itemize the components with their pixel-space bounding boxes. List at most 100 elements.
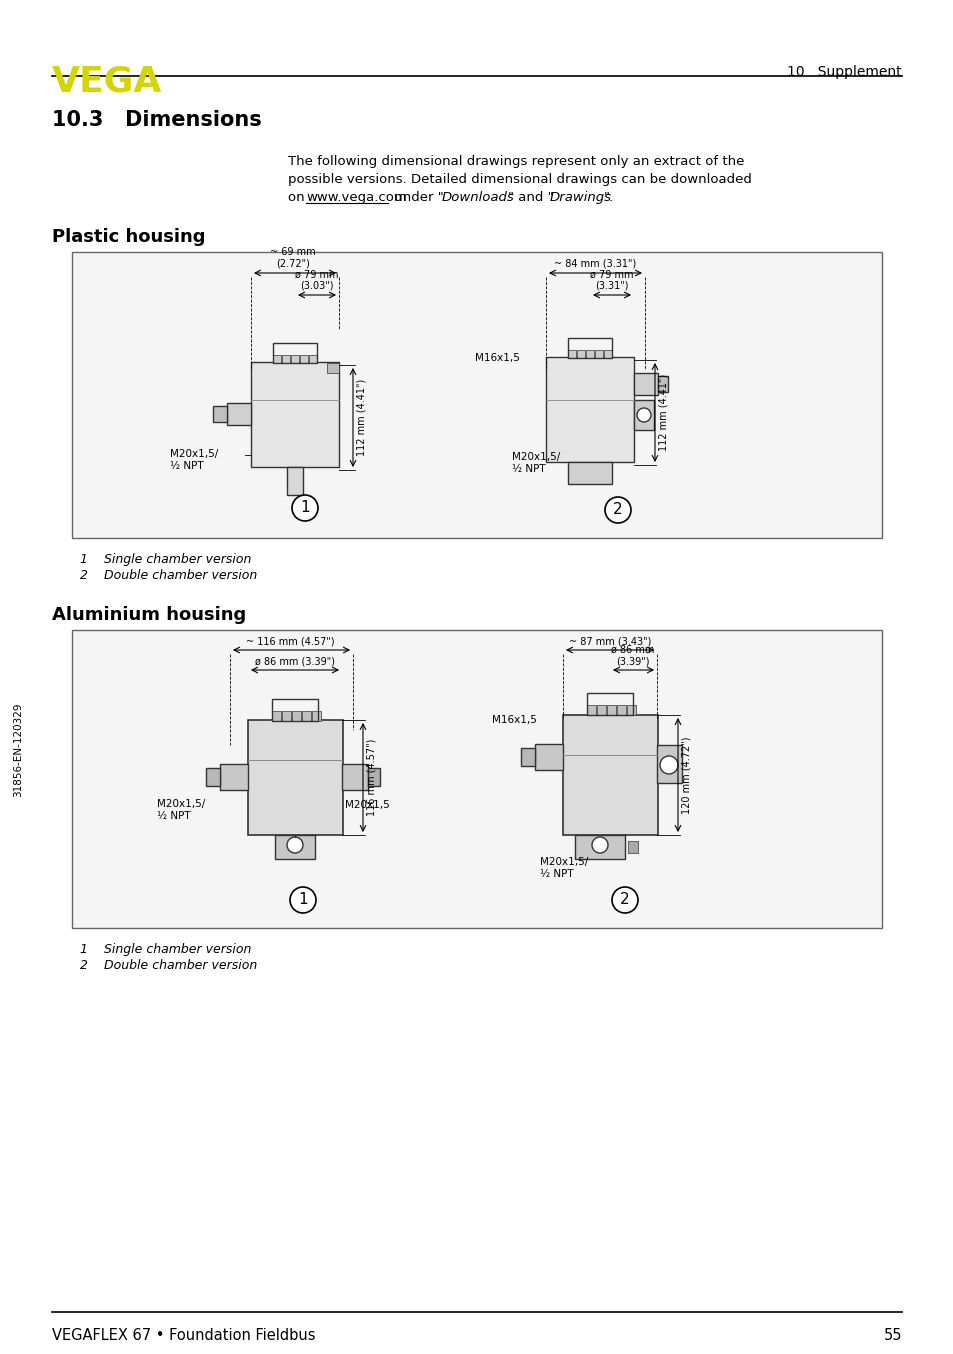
Circle shape xyxy=(604,497,630,523)
Bar xyxy=(341,764,368,789)
Text: www.vega.com: www.vega.com xyxy=(306,191,406,204)
Bar xyxy=(567,349,576,357)
Bar xyxy=(292,711,301,720)
Bar xyxy=(595,349,602,357)
Circle shape xyxy=(592,837,607,853)
Text: ~ 69 mm
(2.72"): ~ 69 mm (2.72") xyxy=(270,248,315,269)
Bar xyxy=(567,462,612,483)
Text: on: on xyxy=(288,191,309,204)
Bar xyxy=(657,745,681,783)
Bar xyxy=(272,711,281,720)
Bar xyxy=(227,403,251,425)
Bar xyxy=(597,705,605,715)
Text: 1: 1 xyxy=(300,501,310,516)
Bar xyxy=(213,406,227,422)
Text: 120 mm (4.72"): 120 mm (4.72") xyxy=(681,737,691,814)
Bar xyxy=(71,630,882,927)
Bar xyxy=(299,355,308,363)
Bar xyxy=(302,711,311,720)
Bar xyxy=(291,355,298,363)
Bar xyxy=(627,841,638,853)
Bar xyxy=(282,711,291,720)
Bar xyxy=(251,362,338,467)
Text: Aluminium housing: Aluminium housing xyxy=(52,607,246,624)
Bar xyxy=(312,711,320,720)
Text: 55: 55 xyxy=(882,1328,901,1343)
Text: 112 mm (4.41"): 112 mm (4.41") xyxy=(659,374,668,451)
Text: 112 mm (4.41"): 112 mm (4.41") xyxy=(356,378,367,456)
Bar xyxy=(282,355,290,363)
Text: M20x1,5/
½ NPT: M20x1,5/ ½ NPT xyxy=(170,450,218,471)
Text: M20x1,5: M20x1,5 xyxy=(345,800,390,810)
Text: M16x1,5: M16x1,5 xyxy=(475,353,519,363)
Text: 1    Single chamber version: 1 Single chamber version xyxy=(80,552,251,566)
Text: ø 79 mm
(3.03"): ø 79 mm (3.03") xyxy=(294,269,338,291)
Bar xyxy=(603,349,612,357)
Bar xyxy=(545,357,634,462)
Circle shape xyxy=(287,837,303,853)
Bar xyxy=(634,399,654,431)
Text: M16x1,5: M16x1,5 xyxy=(492,715,537,724)
Text: possible versions. Detailed dimensional drawings can be downloaded: possible versions. Detailed dimensional … xyxy=(288,173,751,185)
Bar xyxy=(577,349,584,357)
Bar xyxy=(309,355,316,363)
Bar xyxy=(273,343,316,363)
Bar xyxy=(220,764,248,789)
Text: ~ 116 mm (4.57"): ~ 116 mm (4.57") xyxy=(246,636,334,646)
Bar xyxy=(586,693,633,715)
Text: M20x1,5/
½ NPT: M20x1,5/ ½ NPT xyxy=(539,857,588,879)
Text: 116 mm (4.57"): 116 mm (4.57") xyxy=(367,738,376,815)
Text: ".: ". xyxy=(603,191,614,204)
Text: ø 86 mm
(3.39"): ø 86 mm (3.39") xyxy=(611,645,654,666)
Text: VEGA: VEGA xyxy=(52,65,162,99)
Circle shape xyxy=(290,887,315,913)
Text: Downloads: Downloads xyxy=(441,191,515,204)
Bar xyxy=(575,835,624,858)
Bar xyxy=(368,768,379,787)
Bar xyxy=(617,705,625,715)
Text: Plastic housing: Plastic housing xyxy=(52,227,205,246)
Text: under ": under " xyxy=(390,191,443,204)
Text: ~ 84 mm (3.31"): ~ 84 mm (3.31") xyxy=(554,259,636,269)
Bar xyxy=(634,372,658,395)
Text: M20x1,5/
½ NPT: M20x1,5/ ½ NPT xyxy=(157,799,205,821)
Bar xyxy=(287,467,303,496)
Bar xyxy=(520,747,535,766)
Bar xyxy=(585,349,594,357)
Circle shape xyxy=(612,887,638,913)
Text: 31856-EN-120329: 31856-EN-120329 xyxy=(13,703,23,798)
Bar xyxy=(606,705,616,715)
Text: 1    Single chamber version: 1 Single chamber version xyxy=(80,942,251,956)
Text: ~ 87 mm (3.43"): ~ 87 mm (3.43") xyxy=(568,636,651,646)
Bar xyxy=(562,715,658,835)
Bar xyxy=(567,338,612,357)
Text: 2: 2 xyxy=(619,892,629,907)
Bar xyxy=(272,699,317,720)
Bar xyxy=(206,768,220,787)
Text: 2    Double chamber version: 2 Double chamber version xyxy=(80,569,257,582)
Text: 1: 1 xyxy=(298,892,308,907)
Bar xyxy=(535,743,562,770)
Bar xyxy=(274,835,314,858)
Text: 10.3   Dimensions: 10.3 Dimensions xyxy=(52,110,261,130)
Bar xyxy=(586,705,596,715)
Text: Drawings: Drawings xyxy=(550,191,612,204)
Circle shape xyxy=(659,756,678,774)
Bar xyxy=(327,363,338,372)
Text: VEGAFLEX 67 • Foundation Fieldbus: VEGAFLEX 67 • Foundation Fieldbus xyxy=(52,1328,315,1343)
Text: " and ": " and " xyxy=(507,191,553,204)
Text: 2    Double chamber version: 2 Double chamber version xyxy=(80,959,257,972)
Text: The following dimensional drawings represent only an extract of the: The following dimensional drawings repre… xyxy=(288,154,743,168)
Text: ø 79 mm
(3.31"): ø 79 mm (3.31") xyxy=(590,269,633,291)
Text: 2: 2 xyxy=(613,502,622,517)
Bar xyxy=(658,376,667,393)
Bar xyxy=(626,705,636,715)
Bar xyxy=(248,720,343,835)
Text: 10   Supplement: 10 Supplement xyxy=(786,65,901,79)
Circle shape xyxy=(637,408,650,422)
Text: ø 86 mm (3.39"): ø 86 mm (3.39") xyxy=(254,655,335,666)
Circle shape xyxy=(292,496,317,521)
Bar xyxy=(273,355,281,363)
Bar xyxy=(71,252,882,538)
Text: M20x1,5/
½ NPT: M20x1,5/ ½ NPT xyxy=(512,452,559,474)
